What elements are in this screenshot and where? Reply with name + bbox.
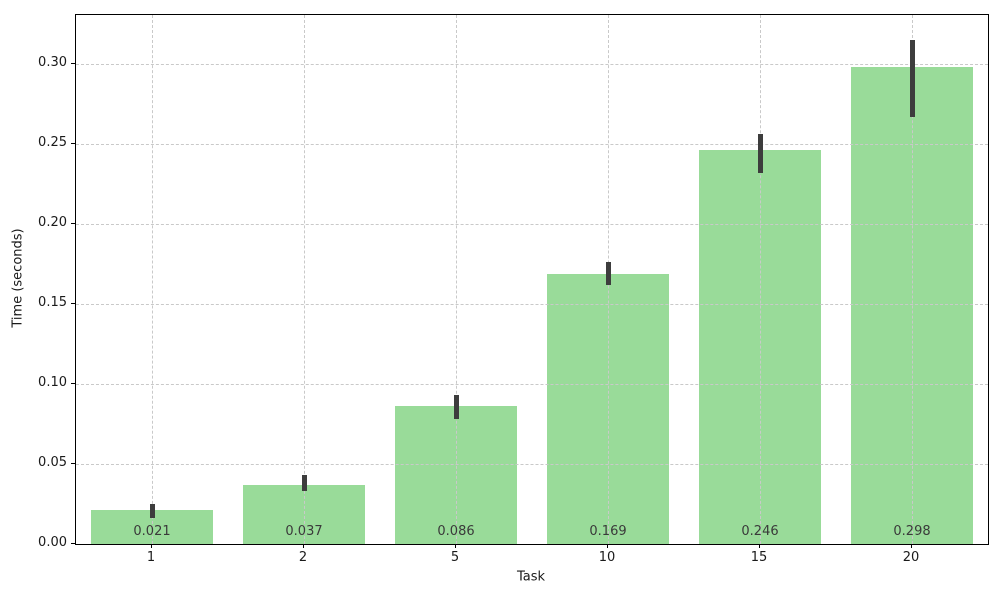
- x-tick-mark: [455, 544, 456, 548]
- bar-value-label: 0.021: [133, 524, 171, 539]
- y-tick-label: 0.15: [38, 294, 67, 310]
- error-bar: [757, 134, 763, 173]
- x-tick-label: 2: [298, 550, 308, 565]
- y-tick-mark: [71, 543, 75, 544]
- h-gridline: [76, 143, 988, 145]
- bar-value-label: 0.298: [893, 524, 931, 539]
- h-gridline: [76, 63, 988, 65]
- error-bar: [605, 262, 611, 285]
- x-tick-label: 15: [750, 550, 768, 565]
- y-tick-mark: [71, 142, 75, 144]
- error-bar: [909, 39, 915, 117]
- x-tick-label: 10: [598, 550, 616, 565]
- x-axis-label: Task: [516, 569, 546, 585]
- plot-area: 0.021 0.037 0.086 0.169 0.246 0.298: [75, 14, 989, 545]
- x-tick-mark: [759, 544, 760, 548]
- v-gridline: [152, 15, 153, 544]
- bar-value-label: 0.246: [741, 524, 779, 539]
- v-gridline: [304, 15, 305, 544]
- v-gridline: [456, 15, 457, 544]
- bar-value-label: 0.169: [589, 524, 627, 539]
- y-tick-label: 0.00: [38, 535, 67, 550]
- x-tick-mark: [911, 544, 912, 548]
- y-tick-label: 0.25: [38, 134, 67, 150]
- y-tick-mark: [71, 302, 75, 304]
- h-gridline: [76, 383, 988, 385]
- bar-value-label: 0.086: [437, 524, 475, 539]
- x-tick-mark: [607, 544, 608, 548]
- y-tick-mark: [71, 462, 75, 464]
- error-bar: [453, 395, 459, 420]
- error-bar: [301, 475, 307, 492]
- y-tick-mark: [71, 222, 75, 224]
- y-tick-mark: [71, 382, 75, 384]
- x-tick-label: 1: [146, 550, 156, 565]
- h-gridline: [76, 223, 988, 225]
- y-tick-label: 0.30: [38, 54, 67, 70]
- h-gridline: [76, 463, 988, 465]
- y-tick-label: 0.10: [38, 374, 67, 390]
- x-tick-label: 20: [902, 550, 920, 565]
- bar-value-label: 0.037: [285, 524, 323, 539]
- y-tick-mark: [71, 62, 75, 64]
- y-axis-label: Time (seconds): [10, 228, 26, 328]
- error-bar: [149, 503, 155, 519]
- x-tick-mark: [151, 544, 152, 548]
- x-tick-label: 5: [450, 550, 460, 565]
- x-tick-mark: [303, 544, 304, 548]
- v-gridline: [760, 15, 761, 544]
- v-gridline: [912, 15, 913, 544]
- y-tick-label: 0.05: [38, 454, 67, 470]
- y-tick-label: 0.20: [38, 214, 67, 230]
- h-gridline: [76, 303, 988, 305]
